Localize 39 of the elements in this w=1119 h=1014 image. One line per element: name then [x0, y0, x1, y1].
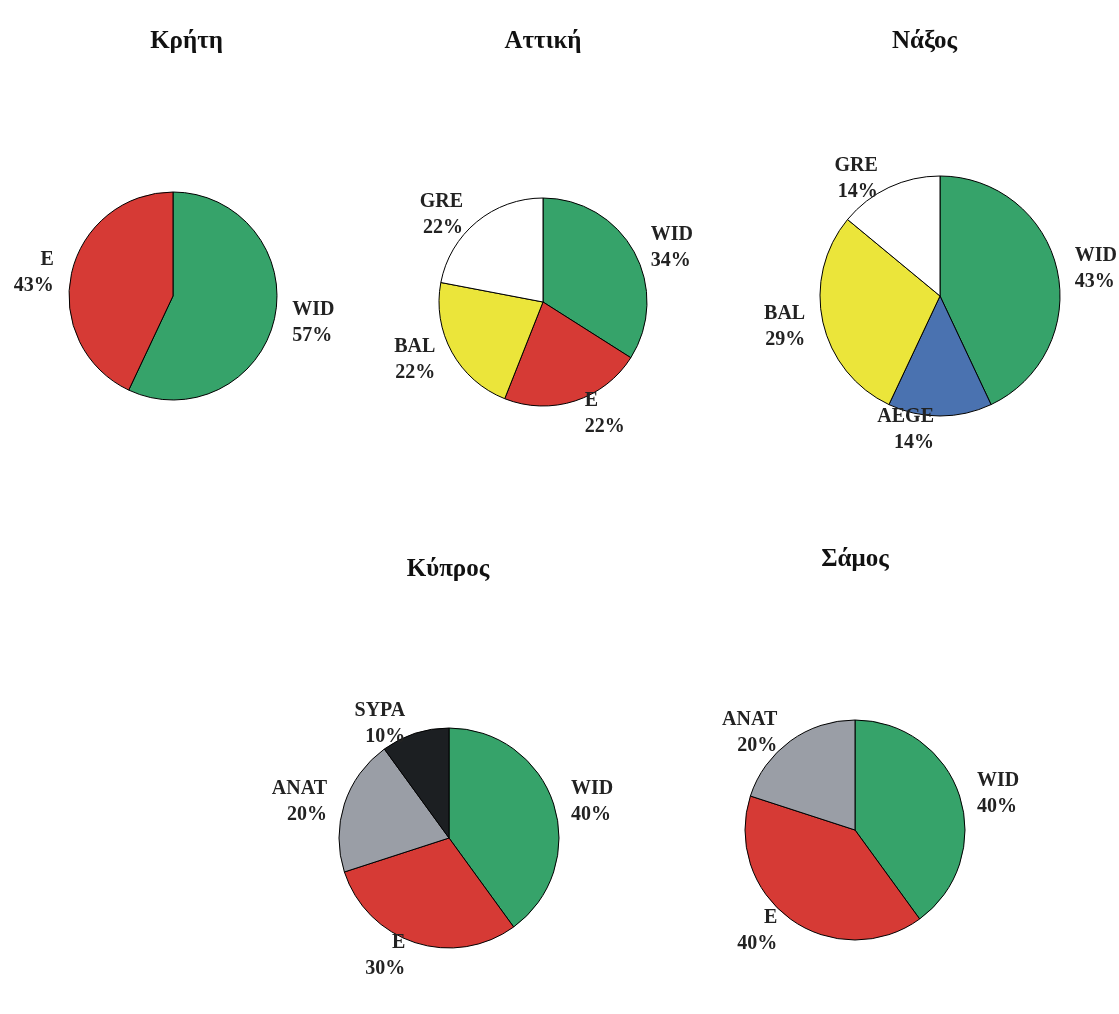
data-label: 40% [977, 794, 1018, 817]
data-label: 29% [765, 326, 806, 349]
data-label: 30% [365, 956, 406, 979]
data-label: 43% [1074, 269, 1115, 292]
data-label: 40% [737, 930, 778, 953]
data-label: 14% [837, 178, 878, 201]
data-label: 20% [737, 733, 778, 756]
slice-label: BAL [394, 333, 436, 356]
slice-label: WID [650, 222, 693, 245]
slice-label: GRE [419, 188, 464, 211]
chart-title: Νάξος [891, 26, 958, 53]
data-label: 20% [286, 802, 327, 825]
slice-label: ANAT [722, 707, 778, 730]
slice-label: SYPA [354, 697, 406, 720]
data-label: 40% [571, 802, 612, 825]
slice-label: E [391, 930, 406, 953]
slice-label: WID [1074, 243, 1118, 266]
data-label: 22% [395, 359, 436, 382]
data-label: 43% [13, 272, 54, 295]
slice-label: BAL [764, 300, 806, 323]
chart-title: Σάμος [821, 544, 890, 571]
chart-title: Αττική [504, 26, 582, 53]
slice-label: E [763, 904, 778, 927]
data-label: 34% [650, 248, 691, 271]
slice-label: WID [977, 768, 1020, 791]
slice-label: AEGE [877, 404, 934, 426]
slice-label: GRE [834, 152, 878, 175]
data-label: 22% [423, 214, 464, 237]
data-label: 10% [365, 723, 406, 746]
data-label: 57% [292, 323, 333, 346]
slice-label: ANAT [271, 776, 328, 799]
slice-label: WID [292, 297, 335, 320]
slice-label: E [584, 388, 599, 411]
slice-label: E [40, 246, 54, 269]
data-label: 22% [584, 414, 625, 437]
slice-label: WID [571, 776, 614, 799]
chart-title: Κρήτη [150, 26, 223, 53]
chart-title: Κύπρος [406, 554, 490, 581]
data-label: 14% [894, 430, 934, 452]
